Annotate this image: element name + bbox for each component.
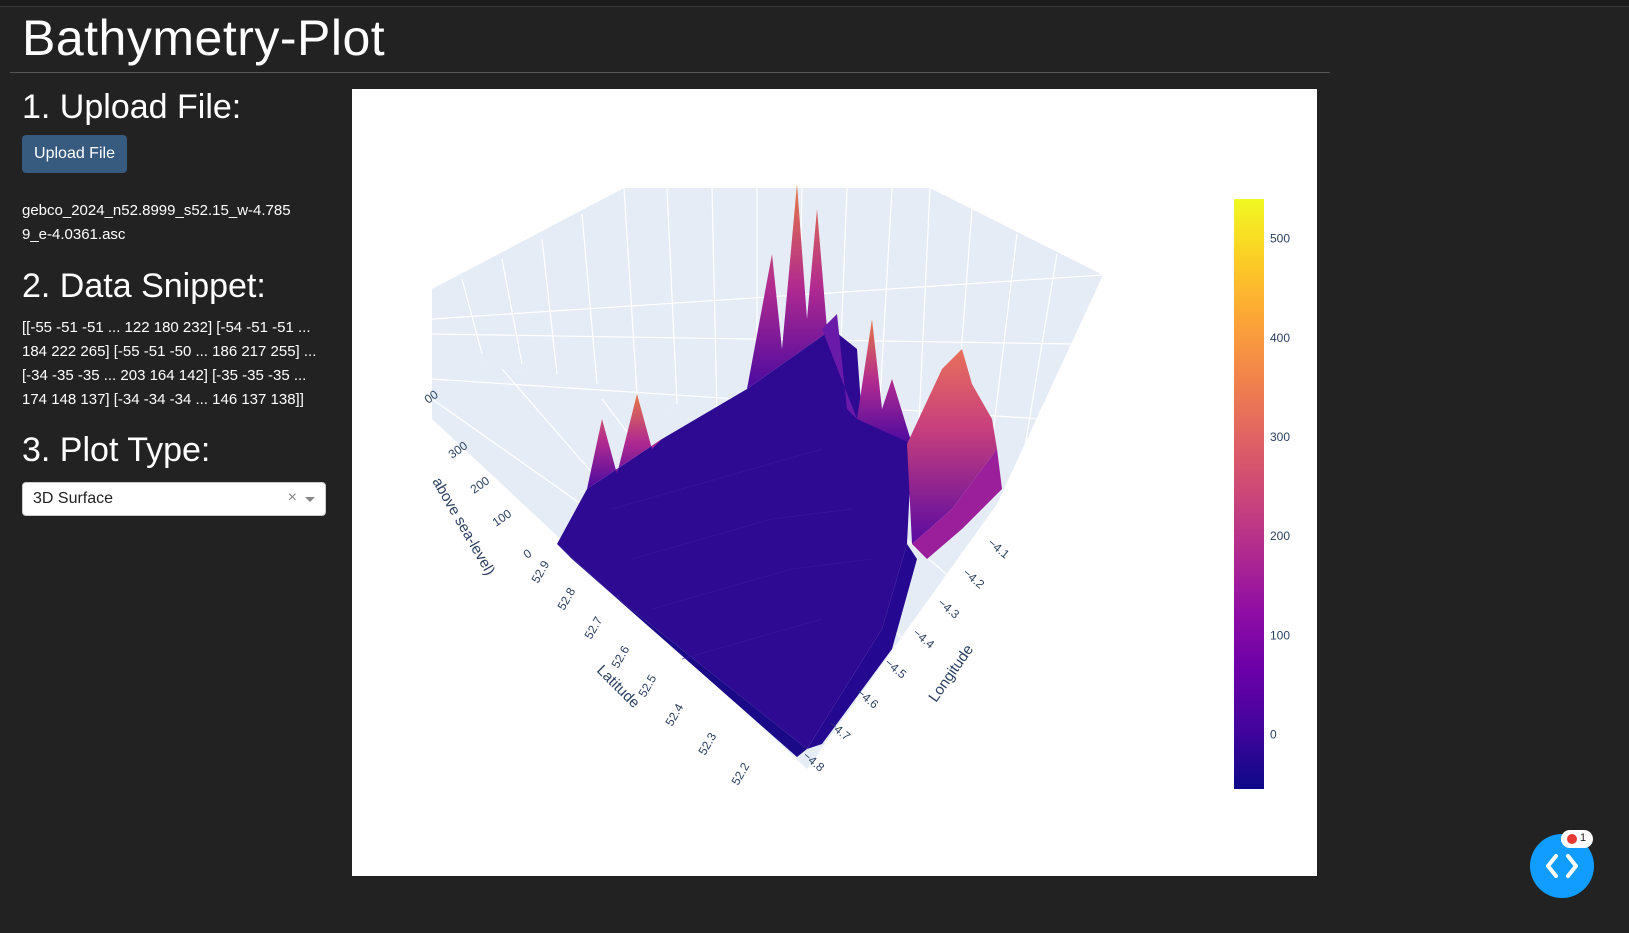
data-snippet-heading: 2. Data Snippet:: [22, 267, 266, 305]
clear-icon[interactable]: ×: [287, 489, 297, 506]
upload-heading: 1. Upload File:: [22, 88, 242, 126]
uploaded-filename: gebco_2024_n52.8999_s52.15_w-4.7859_e-4.…: [22, 202, 291, 243]
chevron-down-icon[interactable]: [305, 497, 315, 502]
colorbar-tick-label: 400: [1270, 331, 1290, 345]
longitude-axis-title: Longitude: [925, 642, 977, 706]
colorbar: 500 400 300 200 100 0: [1234, 199, 1290, 789]
upload-file-button[interactable]: Upload File: [22, 135, 127, 173]
surface-plot-panel[interactable]: 00 300 200 100 0 above sea-level) 52.9 5…: [352, 89, 1317, 876]
app-title: Bathymetry-Plot: [22, 10, 386, 66]
latitude-tick-label: 52.3: [695, 730, 719, 758]
surface-mesh: [557, 184, 1002, 757]
surface-plot[interactable]: 00 300 200 100 0 above sea-level) 52.9 5…: [352, 89, 1317, 876]
error-count: 1: [1580, 832, 1587, 844]
plot-type-dropdown[interactable]: 3D Surface ×: [22, 482, 326, 516]
colorbar-tick-label: 100: [1270, 628, 1290, 642]
z-axis-title: above sea-level): [429, 475, 499, 579]
code-brackets-icon: [1546, 854, 1578, 878]
colorbar-ticks: 500 400 300 200 100 0: [1270, 232, 1290, 742]
longitude-tick-label: −4.4: [910, 626, 937, 652]
data-snippet-text: [[-55 -51 -51 ... 122 180 232] [-54 -51 …: [22, 319, 317, 408]
title-divider: [10, 72, 1330, 73]
longitude-tick-label: −4.2: [960, 566, 987, 592]
colorbar-tick-label: 300: [1270, 430, 1290, 444]
colorbar-tick-label: 0: [1270, 727, 1277, 741]
plot-type-selected-value: 3D Surface: [33, 490, 114, 507]
latitude-tick-label: 52.6: [608, 643, 632, 671]
colorbar-tick-label: 500: [1270, 232, 1290, 246]
latitude-tick-label: 52.4: [662, 701, 686, 729]
top-bar: [0, 0, 1629, 7]
colorbar-tick-label: 200: [1270, 529, 1290, 543]
latitude-tick-label: 52.2: [728, 760, 752, 788]
z-tick-label: 200: [468, 473, 493, 496]
plot-type-heading: 3. Plot Type:: [22, 431, 211, 469]
error-dot-icon: [1567, 834, 1577, 844]
longitude-tick-label: −4.3: [935, 596, 962, 622]
latitude-tick-label: 52.9: [528, 558, 552, 586]
z-tick-label: 0: [521, 546, 535, 561]
error-count-badge[interactable]: 1: [1561, 830, 1593, 848]
longitude-tick-label: −4.1: [985, 536, 1012, 562]
latitude-tick-label: 52.8: [554, 585, 578, 613]
latitude-tick-label: 52.7: [581, 614, 605, 642]
z-tick-label: 100: [490, 506, 515, 529]
colorbar-gradient: [1234, 199, 1264, 789]
longitude-tick-label: −4.5: [882, 656, 909, 682]
